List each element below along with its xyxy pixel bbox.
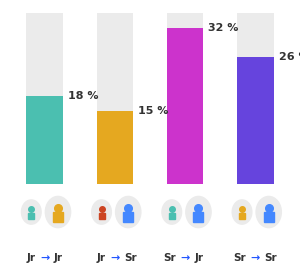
Bar — [97, 111, 133, 184]
Circle shape — [186, 196, 211, 228]
Text: Sr: Sr — [265, 253, 277, 263]
Bar — [26, 96, 63, 184]
Bar — [237, 57, 274, 184]
Circle shape — [232, 200, 252, 224]
Bar — [97, 13, 133, 184]
Circle shape — [256, 196, 281, 228]
Text: 15 %: 15 % — [138, 106, 168, 116]
Bar — [237, 13, 274, 184]
Circle shape — [116, 196, 141, 228]
Text: Jr: Jr — [97, 253, 106, 263]
Text: →: → — [110, 253, 120, 263]
Text: →: → — [180, 253, 190, 263]
Text: Jr: Jr — [194, 253, 203, 263]
Circle shape — [45, 196, 70, 228]
Circle shape — [162, 200, 182, 224]
Bar — [167, 28, 203, 184]
Text: Jr: Jr — [54, 253, 63, 263]
Text: Sr: Sr — [234, 253, 246, 263]
Text: Jr: Jr — [26, 253, 35, 263]
Bar — [167, 13, 203, 184]
Circle shape — [22, 200, 41, 224]
Text: Sr: Sr — [124, 253, 136, 263]
Text: Sr: Sr — [164, 253, 176, 263]
Text: 26 %: 26 % — [278, 52, 300, 62]
Bar — [26, 13, 63, 184]
Text: →: → — [40, 253, 49, 263]
Circle shape — [92, 200, 111, 224]
Text: 18 %: 18 % — [68, 91, 98, 101]
Text: 32 %: 32 % — [208, 23, 239, 33]
Text: →: → — [251, 253, 260, 263]
